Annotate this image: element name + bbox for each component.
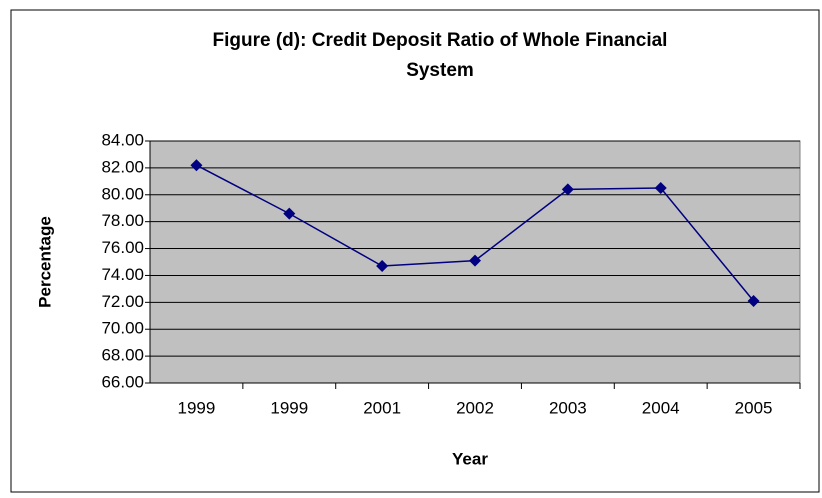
chart-title: Figure (d): Credit Deposit Ratio of Whol… — [212, 30, 668, 81]
y-tick-label: 74.00 — [101, 265, 144, 284]
x-tick-label: 2005 — [735, 398, 773, 417]
data-point — [561, 183, 574, 196]
x-tick-label: 2004 — [642, 398, 680, 417]
x-tick-label: 1999 — [270, 398, 308, 417]
data-point — [283, 207, 296, 220]
x-axis-label: Year — [452, 449, 488, 468]
y-tick-label: 66.00 — [101, 372, 144, 391]
x-tick-label: 2003 — [549, 398, 587, 417]
data-point — [747, 294, 760, 307]
data-point — [376, 260, 389, 273]
y-tick-label: 70.00 — [101, 319, 144, 338]
y-tick-label: 84.00 — [101, 130, 144, 149]
y-tick-label: 76.00 — [101, 238, 144, 257]
y-tick-label: 78.00 — [101, 211, 144, 230]
data-point — [190, 159, 203, 172]
y-tick-label: 72.00 — [101, 292, 144, 311]
y-tick-label: 80.00 — [101, 184, 144, 203]
x-tick-label: 1999 — [178, 398, 216, 417]
y-axis-label: Percentage — [35, 216, 54, 308]
x-tick-label: 2002 — [456, 398, 494, 417]
data-point — [654, 182, 667, 195]
x-tick-label: 2001 — [363, 398, 401, 417]
y-tick-label: 82.00 — [101, 157, 144, 176]
y-tick-label: 68.00 — [101, 346, 144, 365]
data-point — [469, 254, 481, 267]
